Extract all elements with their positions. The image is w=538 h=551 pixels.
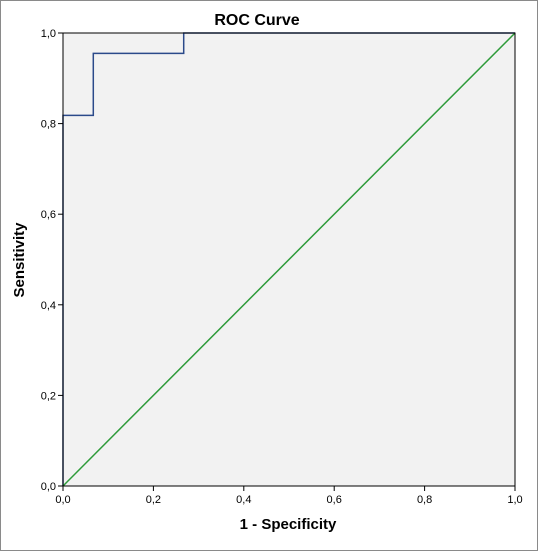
y-tick-label: 0,6 <box>41 209 56 221</box>
y-tick-label: 0,2 <box>41 390 56 402</box>
x-tick-label: 1,0 <box>507 494 522 506</box>
x-axis-label: 1 - Specificity <box>240 516 337 533</box>
x-tick-label: 0,8 <box>417 494 432 506</box>
reference-diagonal-line <box>62 32 516 487</box>
plot-border <box>62 32 516 487</box>
x-tick-label: 0,6 <box>327 494 342 506</box>
y-tick-label: 0,0 <box>41 481 56 493</box>
x-tick-label: 0,4 <box>236 494 251 506</box>
y-axis-label: Sensitivity <box>11 222 28 298</box>
x-tick-label: 0,2 <box>146 494 161 506</box>
y-tick-label: 0,8 <box>41 119 56 131</box>
chart-title: ROC Curve <box>214 12 299 29</box>
y-tick-label: 1,0 <box>41 28 56 40</box>
y-tick-label: 0,4 <box>41 300 56 312</box>
x-tick-label: 0,0 <box>55 494 70 506</box>
